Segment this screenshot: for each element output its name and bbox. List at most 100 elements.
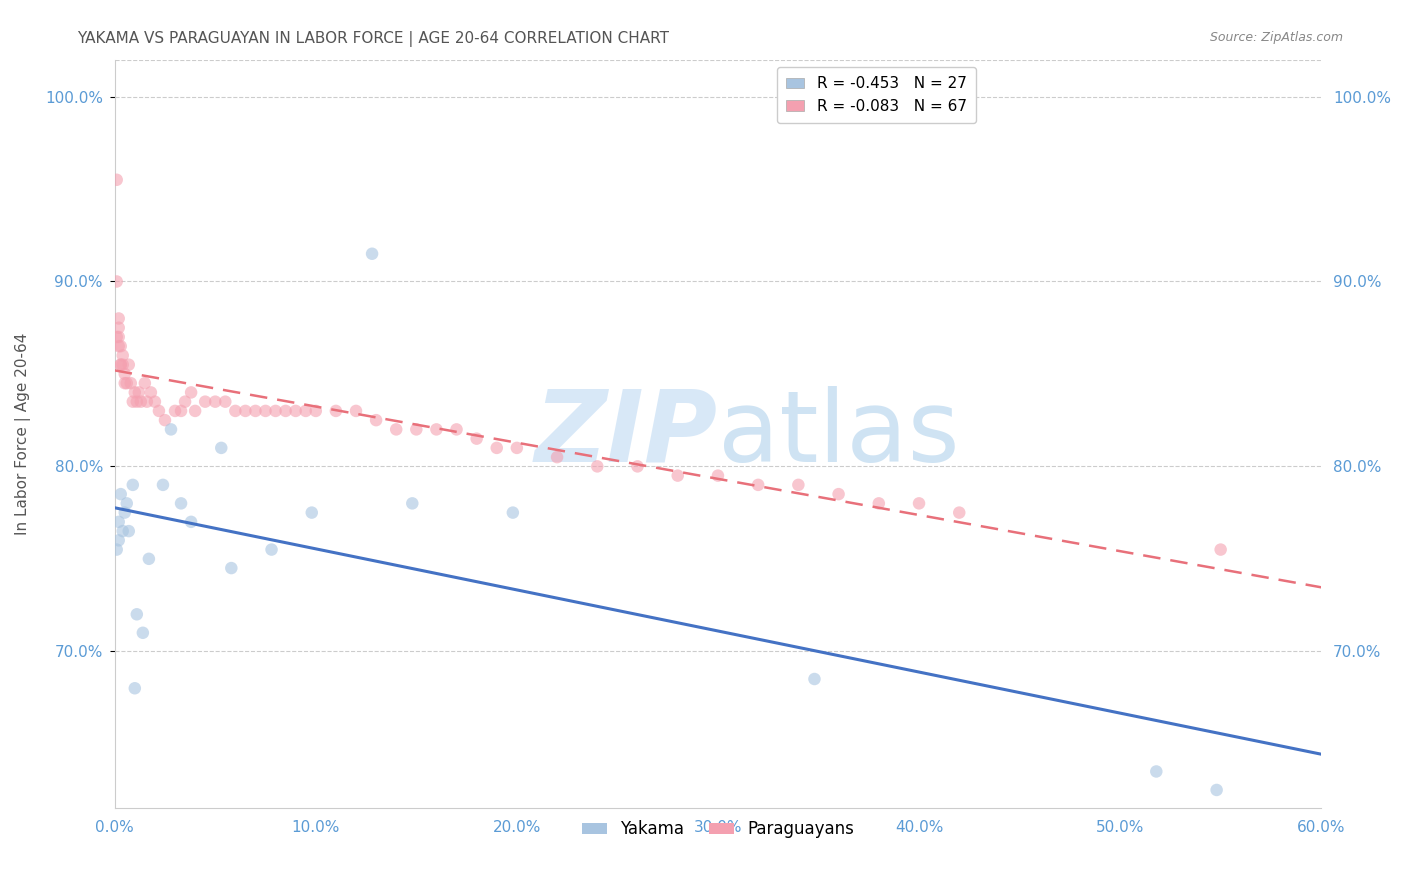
Point xyxy=(707,468,730,483)
Point xyxy=(128,385,150,400)
Point xyxy=(121,394,143,409)
Point xyxy=(110,487,132,501)
Point xyxy=(908,496,931,510)
Point xyxy=(107,311,129,326)
Text: atlas: atlas xyxy=(718,385,959,483)
Y-axis label: In Labor Force | Age 20-64: In Labor Force | Age 20-64 xyxy=(15,333,31,535)
Point xyxy=(405,422,427,436)
Point xyxy=(586,459,609,474)
Point xyxy=(148,404,170,418)
Point xyxy=(214,394,236,409)
Point xyxy=(425,422,447,436)
Point xyxy=(110,339,132,353)
Point xyxy=(152,478,174,492)
Point xyxy=(129,394,152,409)
Point xyxy=(221,561,243,575)
Point xyxy=(502,506,524,520)
Legend: Yakama, Paraguayans: Yakama, Paraguayans xyxy=(575,814,860,845)
Point xyxy=(361,246,384,260)
Point xyxy=(235,404,257,418)
Point xyxy=(194,394,217,409)
Point xyxy=(125,394,148,409)
Point xyxy=(170,496,193,510)
Point xyxy=(107,320,129,334)
Point xyxy=(143,394,166,409)
Point xyxy=(546,450,568,464)
Point xyxy=(260,542,283,557)
Point xyxy=(385,422,408,436)
Point xyxy=(114,367,136,381)
Point xyxy=(747,478,769,492)
Text: ZIP: ZIP xyxy=(534,385,718,483)
Point xyxy=(114,376,136,391)
Point xyxy=(264,404,287,418)
Point xyxy=(506,441,529,455)
Point xyxy=(301,506,323,520)
Point xyxy=(132,625,155,640)
Point xyxy=(666,468,689,483)
Point xyxy=(274,404,297,418)
Point xyxy=(245,404,267,418)
Point xyxy=(1144,764,1167,779)
Point xyxy=(170,404,193,418)
Point xyxy=(118,358,141,372)
Point xyxy=(115,376,138,391)
Point xyxy=(110,358,132,372)
Point xyxy=(325,404,347,418)
Point xyxy=(446,422,468,436)
Text: YAKAMA VS PARAGUAYAN IN LABOR FORCE | AGE 20-64 CORRELATION CHART: YAKAMA VS PARAGUAYAN IN LABOR FORCE | AG… xyxy=(77,31,669,47)
Point xyxy=(105,330,128,344)
Point xyxy=(305,404,328,418)
Point xyxy=(868,496,890,510)
Point xyxy=(124,385,146,400)
Point xyxy=(401,496,423,510)
Point xyxy=(1205,783,1227,797)
Point xyxy=(160,422,183,436)
Point xyxy=(135,394,157,409)
Point xyxy=(107,515,129,529)
Point xyxy=(180,515,202,529)
Point xyxy=(184,404,207,418)
Point xyxy=(827,487,849,501)
Point xyxy=(107,339,129,353)
Point xyxy=(153,413,176,427)
Point xyxy=(107,533,129,548)
Point xyxy=(111,358,134,372)
Point xyxy=(111,348,134,362)
Point xyxy=(254,404,277,418)
Point xyxy=(138,551,160,566)
Point xyxy=(105,542,128,557)
Point xyxy=(107,330,129,344)
Point xyxy=(120,376,142,391)
Point xyxy=(114,506,136,520)
Point xyxy=(948,506,970,520)
Point xyxy=(344,404,367,418)
Point xyxy=(364,413,387,427)
Point xyxy=(139,385,162,400)
Point xyxy=(105,173,128,187)
Point xyxy=(485,441,508,455)
Point xyxy=(1209,542,1232,557)
Point xyxy=(110,358,132,372)
Point xyxy=(105,275,128,289)
Point xyxy=(121,478,143,492)
Point xyxy=(787,478,810,492)
Point xyxy=(465,432,488,446)
Point xyxy=(163,404,186,418)
Point xyxy=(134,376,156,391)
Point xyxy=(284,404,307,418)
Point xyxy=(111,524,134,538)
Text: Source: ZipAtlas.com: Source: ZipAtlas.com xyxy=(1209,31,1343,45)
Point xyxy=(174,394,197,409)
Point xyxy=(204,394,226,409)
Point xyxy=(118,524,141,538)
Point xyxy=(125,607,148,622)
Point xyxy=(209,441,232,455)
Point xyxy=(294,404,316,418)
Point xyxy=(626,459,648,474)
Point xyxy=(180,385,202,400)
Point xyxy=(224,404,246,418)
Point xyxy=(115,496,138,510)
Point xyxy=(124,681,146,696)
Point xyxy=(803,672,825,686)
